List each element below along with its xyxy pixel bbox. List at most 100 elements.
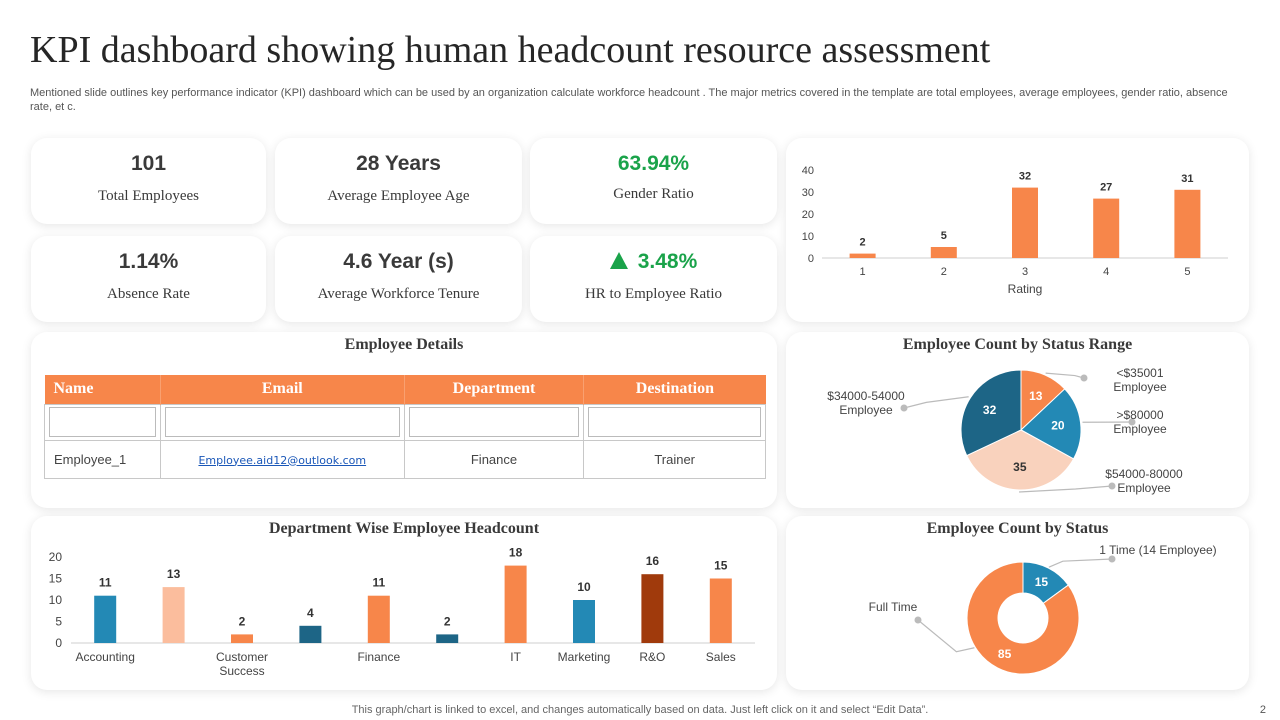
rating-bar-chart: 0 10 20 30 40 2 1 5 2 32 3 27 4 31 5 Rating xyxy=(802,165,1228,296)
bar xyxy=(641,574,664,643)
kpi-average-workforce-tenure: 4.6 Year (s) Average Workforce Tenure xyxy=(275,236,522,322)
x-tick-label: Customer xyxy=(216,650,268,664)
table-cell[interactable] xyxy=(583,403,766,441)
pie-category-label: <$35001 xyxy=(1116,366,1163,380)
data-label: 18 xyxy=(509,546,523,560)
table-cell[interactable] xyxy=(159,403,405,441)
status-donut-title: Employee Count by Status xyxy=(926,520,1109,537)
footer-note: This graph/chart is linked to excel, and… xyxy=(351,704,929,716)
status-range-pie-chart: 13203532<$35001Employee>$80000Employee$5… xyxy=(827,366,1183,495)
leader-dot xyxy=(1080,374,1088,382)
kpi-label: Total Employees xyxy=(97,188,199,204)
x-tick-label: Finance xyxy=(357,650,400,664)
kpi-value-row: 3.48% xyxy=(530,250,777,274)
data-label: 13 xyxy=(167,567,181,581)
leader-line xyxy=(1048,558,1113,568)
page-subtitle: Mentioned slide outlines key performance… xyxy=(30,87,1228,113)
leader-line xyxy=(903,396,969,409)
column-header-department: Department xyxy=(404,375,585,404)
x-tick-label: R&O xyxy=(639,650,665,664)
kpi-value: 1.14% xyxy=(118,250,179,273)
data-label: 16 xyxy=(646,554,660,568)
data-label: 11 xyxy=(99,576,112,590)
email-link[interactable]: Employee.aid12@outlook.com xyxy=(198,453,367,467)
bar xyxy=(709,578,732,643)
rating-chart-card: 0 10 20 30 40 2 1 5 2 32 3 27 4 31 5 Rating xyxy=(786,138,1249,322)
kpi-value: 4.6 Year (s) xyxy=(343,250,454,273)
data-label: 5 xyxy=(941,230,947,242)
kpi-label: HR to Employee Ratio xyxy=(584,286,723,302)
kpi-label: Gender Ratio xyxy=(613,186,694,202)
leader-dot xyxy=(900,404,908,412)
x-tick-label: 4 xyxy=(1103,266,1109,278)
x-tick-label: 1 xyxy=(860,266,866,278)
pie-slice xyxy=(960,369,1022,457)
y-tick-label: 20 xyxy=(802,209,814,221)
donut-category-label: 1 Time (14 Employee) xyxy=(1099,543,1216,557)
y-tick-label: 0 xyxy=(808,253,814,265)
table-cell[interactable] xyxy=(403,403,585,441)
column-header-email: Email xyxy=(160,375,405,404)
x-tick-label: 3 xyxy=(1022,266,1028,278)
pie-category-label: $34000-54000 xyxy=(827,389,905,403)
y-tick-label: 15 xyxy=(49,572,63,586)
data-label: 32 xyxy=(1019,171,1031,183)
column-header-destination: Destination xyxy=(583,375,766,404)
leader-dot xyxy=(1108,482,1116,490)
bar xyxy=(299,625,322,643)
data-label: 2 xyxy=(239,614,246,628)
bar xyxy=(94,595,117,643)
y-tick-label: 10 xyxy=(802,231,814,243)
x-tick-label: 5 xyxy=(1184,266,1190,278)
kpi-value: 101 xyxy=(130,152,167,175)
bar xyxy=(1174,189,1201,258)
data-label: 10 xyxy=(577,580,591,594)
donut-data-label: 15 xyxy=(1035,575,1049,589)
department-headcount-card: Department Wise Employee Headcount 0 5 10 1… xyxy=(31,516,777,690)
bar xyxy=(930,247,957,258)
donut-data-label: 85 xyxy=(998,647,1012,661)
leader-line xyxy=(1019,485,1113,493)
x-tick-label: Accounting xyxy=(76,650,135,664)
bar xyxy=(504,565,527,643)
table-cell[interactable] xyxy=(44,403,161,441)
donut-category-label: Full Time xyxy=(869,600,918,614)
pie-slice xyxy=(1020,388,1082,460)
pie-category-label: >$80000 xyxy=(1116,408,1163,422)
y-tick-label: 0 xyxy=(55,636,62,650)
x-tick-label: Success xyxy=(219,664,264,678)
bar xyxy=(1012,187,1038,258)
kpi-label: Average Workforce Tenure xyxy=(317,286,480,302)
kpi-absence-rate: 1.14% Absence Rate xyxy=(31,236,266,322)
x-tick-label: Marketing xyxy=(558,650,611,664)
kpi-value: 63.94% xyxy=(617,152,690,175)
bar xyxy=(162,587,185,643)
pie-category-label: $54000-80000 xyxy=(1105,467,1183,481)
pie-slice xyxy=(966,429,1075,491)
y-tick-label: 10 xyxy=(49,593,63,607)
page-number: 2 xyxy=(1259,704,1266,716)
x-tick-label: IT xyxy=(510,650,521,664)
y-tick-label: 5 xyxy=(55,615,62,629)
data-label: 27 xyxy=(1100,182,1112,194)
column-header-name: Name xyxy=(44,375,161,404)
pie-data-label: 13 xyxy=(1029,389,1043,403)
status-donut-card: Employee Count by Status 15 85 1 Time (14 … xyxy=(786,516,1249,690)
pie-data-label: 35 xyxy=(1013,460,1027,474)
status-range-pie-card: Employee Count by Status Range 13 20 35 32 <… xyxy=(786,332,1249,508)
employee-table: Name Email Department Destination Employ… xyxy=(44,375,766,479)
bar xyxy=(367,595,390,643)
employee-details-title: Employee Details xyxy=(344,336,464,353)
leader-dot xyxy=(1128,418,1136,426)
kpi-total-employees: 101 Total Employees xyxy=(31,138,266,224)
donut-slice xyxy=(966,561,1080,675)
bar xyxy=(849,253,876,258)
bar xyxy=(1093,198,1120,258)
y-tick-label: 40 xyxy=(802,165,814,177)
y-tick-label: 30 xyxy=(802,187,814,199)
y-tick-label: 20 xyxy=(49,550,63,564)
cell-email: Employee.aid12@outlook.com xyxy=(159,439,405,479)
kpi-value: 28 Years xyxy=(356,152,441,175)
pie-category-label: Employee xyxy=(1113,380,1167,394)
